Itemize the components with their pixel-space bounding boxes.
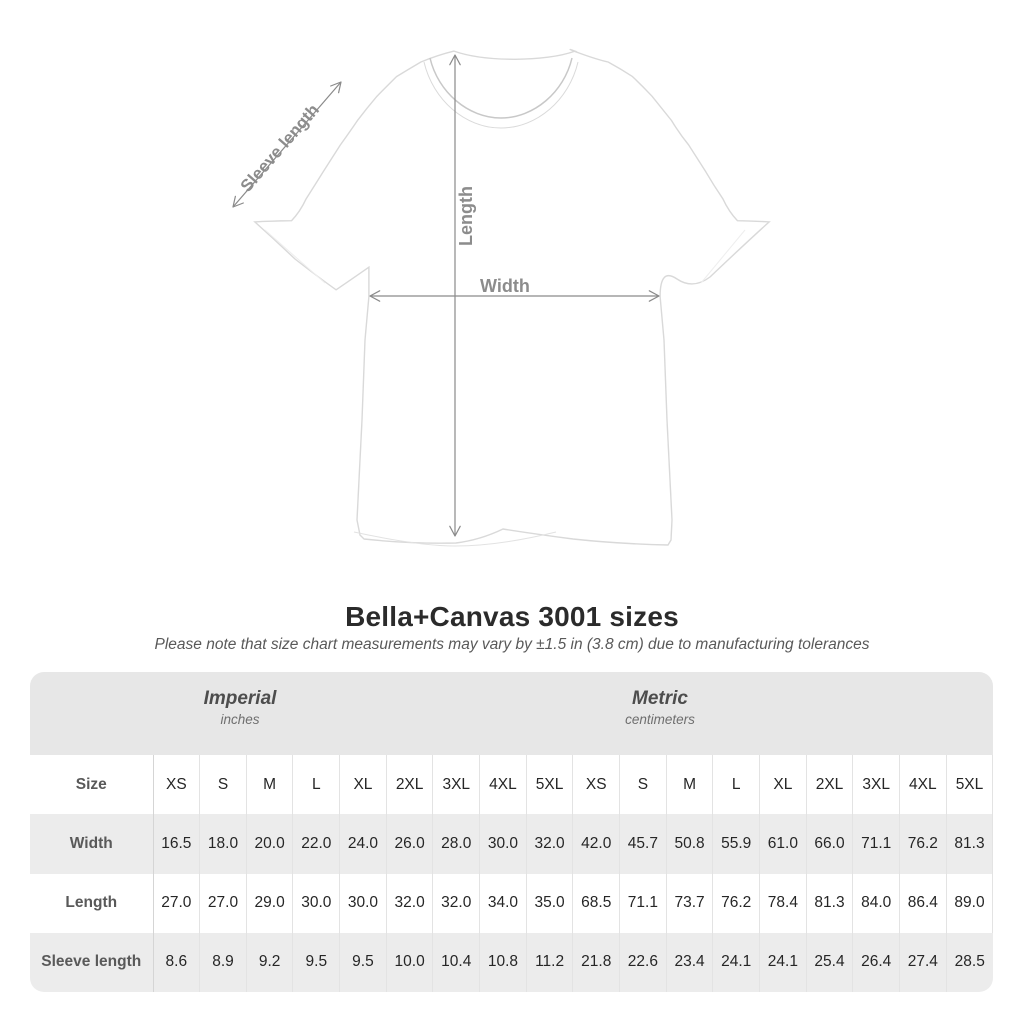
svg-text:Width: Width: [480, 276, 530, 296]
svg-text:Length: Length: [456, 186, 476, 246]
svg-text:Sleeve length: Sleeve length: [237, 100, 323, 195]
